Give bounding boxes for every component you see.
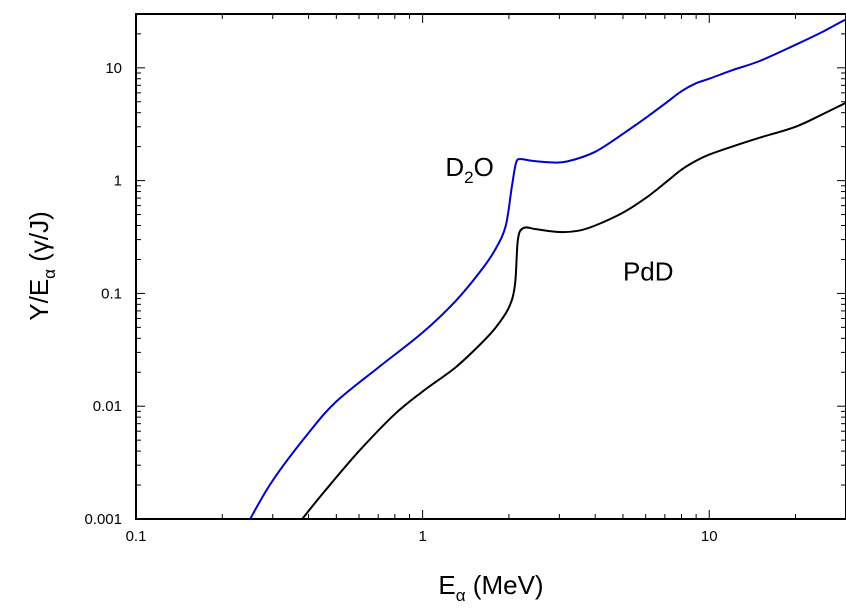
x-tick-label: 1 — [418, 528, 426, 545]
x-tick-label: 10 — [701, 528, 718, 545]
plot-frame — [135, 13, 846, 520]
annotation-pdd: PdD — [623, 257, 674, 287]
annotation-d2o: D2O — [445, 152, 493, 187]
y-tick-label: 10 — [105, 60, 122, 77]
y-tick-label: 1 — [114, 173, 122, 190]
series-line-0 — [249, 18, 846, 520]
axis-ticks: 0.1 1 10 0.001 0.01 0.1 1 10 — [84, 14, 846, 545]
x-tick-label: 0.1 — [126, 528, 147, 545]
x-axis-title: Eα (MeV) — [438, 570, 543, 605]
series-line-1 — [301, 101, 846, 520]
y-tick-label: 0.01 — [93, 398, 122, 415]
annotations-layer: D2O PdD — [445, 152, 673, 287]
y-axis-title: Y/Eα (γ/J) — [24, 211, 59, 321]
series-layer — [249, 18, 846, 520]
y-tick-label: 0.001 — [84, 511, 122, 528]
y-tick-label: 0.1 — [101, 285, 122, 302]
